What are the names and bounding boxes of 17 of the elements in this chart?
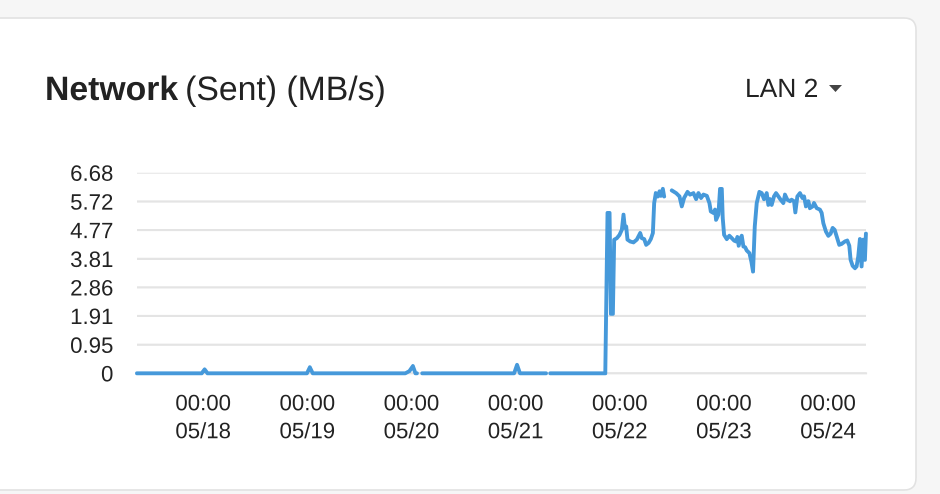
y-tick-label: 6.68 bbox=[71, 165, 112, 181]
y-tick-label: 5.72 bbox=[71, 194, 112, 210]
x-tick-label: 00:00 05/19 bbox=[280, 394, 334, 438]
y-tick-label: 2.86 bbox=[71, 280, 112, 296]
y-tick-label: 0.95 bbox=[71, 337, 112, 354]
x-tick-label: 00:00 05/23 bbox=[696, 394, 751, 438]
x-tick-label: 00:00 05/18 bbox=[176, 394, 230, 438]
x-tick-label: 00:00 05/20 bbox=[384, 394, 438, 438]
x-tick-label: 00:00 05/21 bbox=[488, 394, 543, 438]
y-tick-label: 4.77 bbox=[70, 222, 112, 238]
y-tick-label: 3.81 bbox=[70, 251, 112, 268]
chart-title: Network (Sent) (MB/s) bbox=[47, 76, 384, 107]
x-tick-label: 00:00 05/24 bbox=[801, 394, 856, 438]
y-tick-label: 1.91 bbox=[72, 308, 112, 324]
y-tick-label: 0 bbox=[102, 366, 113, 382]
x-tick-label: 00:00 05/22 bbox=[592, 394, 647, 438]
text: LAN 2 bbox=[747, 78, 818, 97]
